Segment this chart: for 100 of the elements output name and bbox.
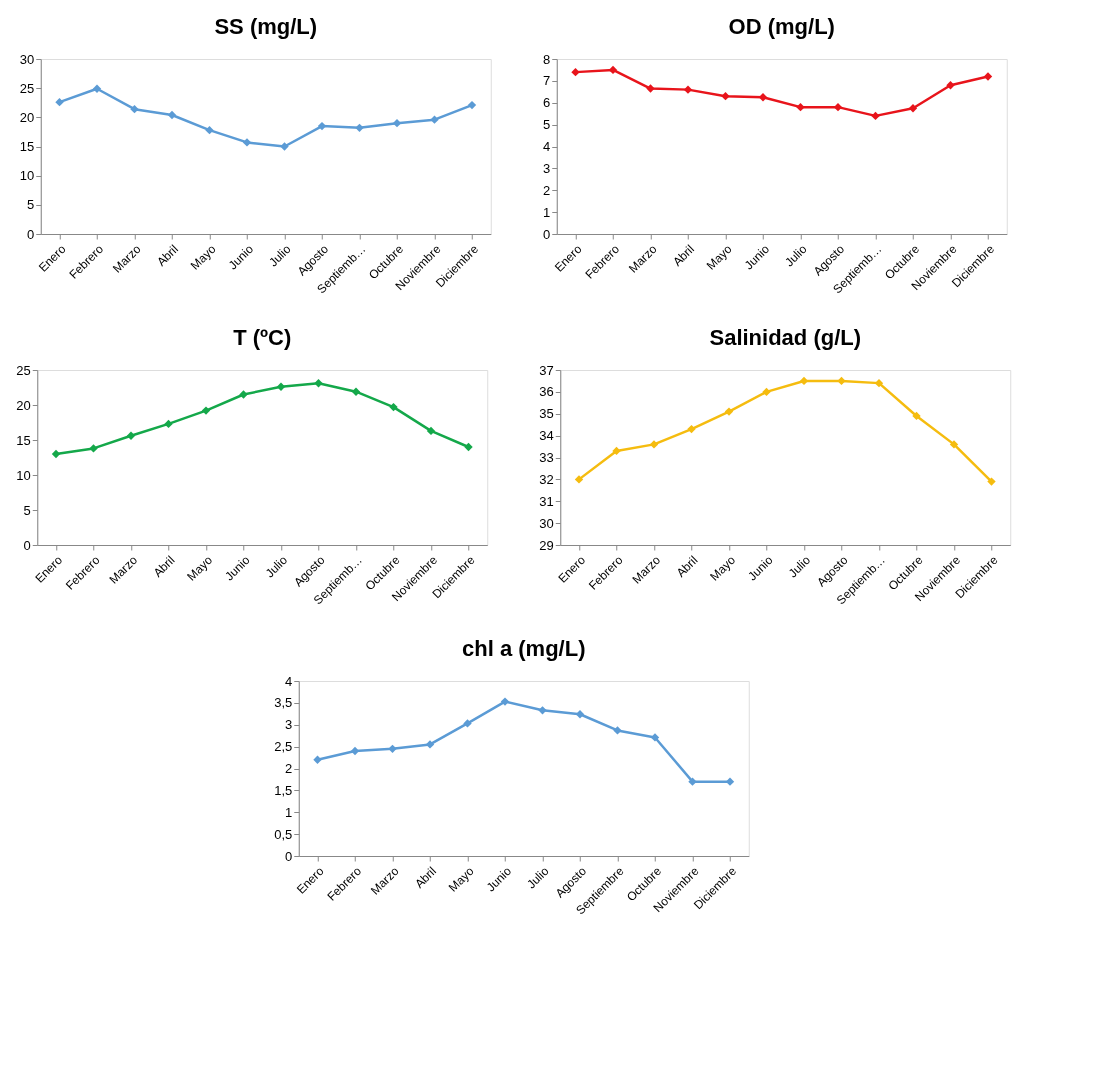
point xyxy=(724,407,734,416)
chart-title: Salinidad (g/L) xyxy=(709,325,862,350)
y-tick-label: 3 xyxy=(285,717,293,733)
point xyxy=(571,67,580,77)
point xyxy=(280,142,289,151)
y-tick-label: 36 xyxy=(539,384,554,400)
point xyxy=(313,755,322,764)
y-tick-label: 25 xyxy=(16,362,31,378)
y-tick-label: 2 xyxy=(285,761,293,776)
y-tick-label: 0 xyxy=(543,226,551,242)
point xyxy=(796,102,805,112)
y-tick-label: 35 xyxy=(539,406,554,422)
point xyxy=(430,115,439,124)
point xyxy=(575,710,585,719)
point xyxy=(464,442,473,452)
point xyxy=(758,93,768,102)
y-tick-label: 1,5 xyxy=(274,782,293,798)
point xyxy=(613,726,622,735)
y-tick-label: 33 xyxy=(539,450,554,465)
point xyxy=(683,85,693,94)
point xyxy=(688,777,697,786)
y-tick-label: 1 xyxy=(285,804,293,820)
y-tick-label: 30 xyxy=(19,51,35,67)
y-tick-label: 31 xyxy=(539,493,554,509)
point xyxy=(762,387,771,397)
point xyxy=(388,744,397,753)
y-tick-label: 0 xyxy=(23,537,31,553)
y-tick-label: 5 xyxy=(23,502,31,518)
point xyxy=(833,102,843,112)
y-tick-label: 2,5 xyxy=(274,739,293,755)
point xyxy=(92,84,102,93)
point xyxy=(51,449,61,459)
point xyxy=(908,104,918,113)
y-tick-label: 6 xyxy=(543,95,551,111)
y-tick-label: 29 xyxy=(539,537,554,553)
y-tick-label: 10 xyxy=(16,467,31,483)
y-tick-label: 5 xyxy=(543,117,551,133)
point xyxy=(837,376,846,386)
y-tick-label: 7 xyxy=(543,73,551,89)
y-tick-label: 0 xyxy=(285,848,293,864)
point xyxy=(725,777,735,786)
point xyxy=(871,111,880,121)
chart-title: OD (mg/L) xyxy=(728,14,835,39)
point xyxy=(167,110,177,120)
point xyxy=(983,72,993,81)
y-tick-label: 4 xyxy=(285,673,293,689)
y-tick-label: 34 xyxy=(539,428,554,444)
point xyxy=(164,419,173,429)
y-tick-label: 3 xyxy=(543,160,551,176)
y-tick-label: 8 xyxy=(543,51,551,67)
point xyxy=(276,382,286,391)
point xyxy=(351,387,361,396)
point xyxy=(425,740,435,749)
y-tick-label: 5 xyxy=(27,197,35,213)
y-tick-label: 37 xyxy=(539,362,554,378)
y-tick-label: 10 xyxy=(19,168,35,184)
y-tick-label: 15 xyxy=(16,432,31,448)
point xyxy=(426,426,436,436)
point xyxy=(912,411,921,421)
y-tick-label: 25 xyxy=(19,80,35,96)
point xyxy=(126,431,136,440)
point xyxy=(55,97,64,107)
point xyxy=(646,84,655,93)
y-tick-label: 15 xyxy=(19,139,35,154)
y-tick-label: 4 xyxy=(543,139,551,154)
point xyxy=(89,444,98,453)
chart-title: SS (mg/L) xyxy=(214,14,318,39)
point xyxy=(721,92,730,101)
point xyxy=(650,733,660,742)
point xyxy=(314,379,323,388)
point xyxy=(946,81,955,90)
point xyxy=(874,378,884,388)
point xyxy=(687,424,696,434)
point xyxy=(205,125,214,135)
point xyxy=(239,390,248,399)
point xyxy=(574,475,584,484)
point xyxy=(392,118,402,128)
point xyxy=(538,706,547,715)
y-tick-label: 30 xyxy=(539,515,554,531)
y-tick-label: 20 xyxy=(19,109,35,125)
point xyxy=(500,697,510,706)
y-tick-label: 20 xyxy=(16,397,31,413)
point xyxy=(242,138,252,147)
y-tick-label: 1 xyxy=(543,204,551,220)
point xyxy=(130,104,139,114)
y-tick-label: 2 xyxy=(543,182,551,198)
y-tick-label: 0 xyxy=(27,226,35,242)
point xyxy=(463,719,472,728)
point xyxy=(355,123,364,133)
point xyxy=(987,477,996,486)
point xyxy=(389,402,398,412)
point xyxy=(201,406,211,415)
point xyxy=(649,440,659,449)
chart-title: chl a (mg/L) xyxy=(462,636,586,661)
point xyxy=(612,446,621,456)
chart-title: T (ºC) xyxy=(233,325,292,350)
y-tick-label: 32 xyxy=(539,471,554,487)
y-tick-label: 3,5 xyxy=(274,695,293,711)
point xyxy=(949,440,959,449)
point xyxy=(467,100,477,110)
